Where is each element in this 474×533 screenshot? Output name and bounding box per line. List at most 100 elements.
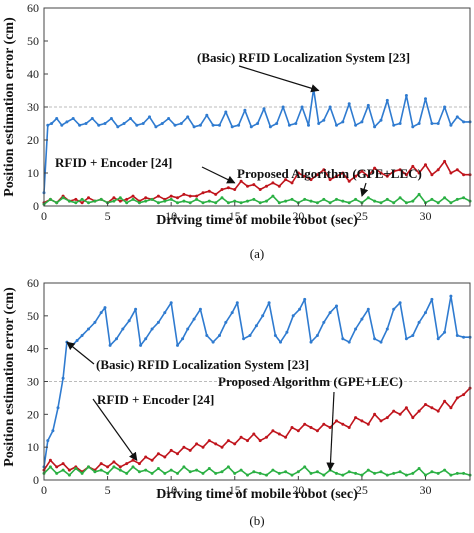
panel-b-series-basic-rfid-point xyxy=(404,337,408,341)
panel-a-series-rfid-encoder-point xyxy=(118,199,122,203)
panel-b-series-proposed-point xyxy=(195,468,199,472)
panel-b-series-rfid-encoder-point xyxy=(417,409,421,413)
panel-a-series-proposed-point xyxy=(258,201,262,205)
panel-a-series-rfid-encoder-point xyxy=(373,166,377,170)
panel-b-series-basic-rfid-point xyxy=(93,320,97,324)
panel-a-series-proposed-point xyxy=(404,201,408,205)
panel-a-series-basic-rfid-point xyxy=(462,120,466,124)
panel-a-series-rfid-encoder-point xyxy=(398,168,402,172)
panel-b-series-rfid-encoder-point xyxy=(67,468,71,472)
panel-a-series-rfid-encoder-point xyxy=(430,173,434,177)
panel-b-annotation-arrow-proposed xyxy=(326,391,335,471)
panel-b-series-proposed-point xyxy=(55,471,59,475)
panel-b-series-basic-rfid-point xyxy=(139,343,143,347)
panel-a-series-proposed-point xyxy=(455,197,459,201)
panel-a-series-rfid-encoder-point xyxy=(449,171,453,175)
panel-b-series-basic-rfid-point xyxy=(61,376,65,380)
panel-b-series-basic-rfid-point xyxy=(127,319,131,323)
panel-a-series-rfid-encoder-point xyxy=(271,181,275,185)
panel-a-series-basic-rfid-point xyxy=(148,115,151,119)
panel-a-series-proposed-point xyxy=(385,197,389,201)
panel-b-x-axis-label: Driving time of mobile robot (sec) xyxy=(156,487,358,502)
panel-b-series-basic-rfid-point xyxy=(328,311,332,315)
panel-b-series-basic-rfid-point xyxy=(424,311,427,315)
panel-a-series-rfid-encoder-point xyxy=(366,174,370,178)
panel-b-series-basic-rfid-point xyxy=(373,337,377,341)
panel-b-series-basic-rfid-point xyxy=(134,307,138,311)
panel-b-series-basic-rfid-point xyxy=(103,306,107,310)
panel-b-series-proposed-point xyxy=(277,471,281,475)
panel-a-series-basic-rfid-point xyxy=(430,122,434,125)
panel-a-marks: 0 10 20 30 40 50 60 0 5 10 15 20 25 30 xyxy=(27,1,472,223)
panel-b-series-basic-rfid-point xyxy=(436,337,440,341)
panel-b-series-basic-rfid-point xyxy=(455,334,459,337)
panel-a-series-proposed-point xyxy=(93,199,97,203)
panel-a-series-rfid-encoder-point xyxy=(188,194,192,198)
panel-b-series-proposed-point xyxy=(455,471,459,475)
panel-a-series-basic-rfid-point xyxy=(237,123,241,127)
panel-b-series-basic-rfid-point xyxy=(347,340,351,344)
panel-b-y-axis-label: Position estimation error (cm) xyxy=(2,287,17,467)
panel-a-series-rfid-encoder-point xyxy=(169,194,173,198)
panel-b-series-rfid-encoder-point xyxy=(239,435,243,439)
panel-b-series-proposed-point xyxy=(424,473,427,477)
panel-a-series-proposed-point xyxy=(373,199,377,203)
panel-b-series-rfid-encoder-point xyxy=(176,452,179,456)
panel-a-series-rfid-encoder-point xyxy=(195,194,199,198)
panel-b-series-rfid-encoder-point xyxy=(354,416,358,420)
panel-b-series-rfid-encoder-point xyxy=(430,406,434,410)
panel-b-series-proposed-point xyxy=(366,468,370,472)
panel-a-series-basic-rfid-point xyxy=(84,122,88,125)
panel-a-series-basic-rfid-point xyxy=(300,105,304,109)
panel-a-y-tick-label: 10 xyxy=(27,166,39,180)
panel-b-series-rfid-encoder-point xyxy=(360,419,364,423)
panel-a-series-rfid-encoder-point xyxy=(125,197,129,201)
panel-b-x-tick-label: 0 xyxy=(41,483,47,497)
panel-b-series-basic-rfid-point xyxy=(254,324,258,328)
panel-a-series-basic-rfid-point xyxy=(262,107,266,111)
panel-a-series-basic-rfid-point xyxy=(373,125,377,129)
panel-b-x-tick-label: 25 xyxy=(356,483,368,497)
panel-b-series-basic-rfid-point xyxy=(291,314,295,318)
panel-a-series-rfid-encoder-point xyxy=(322,168,326,172)
panel-b-marks: 0 10 20 30 40 50 60 0 5 10 15 20 25 30 xyxy=(27,276,472,497)
panel-b-series-proposed-point xyxy=(156,467,160,470)
panel-b-series-basic-rfid-point xyxy=(176,343,179,347)
panel-a-series-proposed-point xyxy=(176,201,179,205)
panel-b-series-rfid-encoder-point xyxy=(258,439,262,443)
panel-b-series-rfid-encoder-point xyxy=(118,465,122,469)
panel-a-series-basic-rfid-point xyxy=(424,97,427,101)
panel-b-series-proposed-point xyxy=(163,471,167,475)
panel-b-y-tick-label: 60 xyxy=(27,276,39,290)
panel-b-series-rfid-encoder-point xyxy=(201,445,205,449)
panel-b-series-basic-rfid-point xyxy=(211,340,215,344)
panel-b-series-rfid-encoder-point xyxy=(392,409,396,413)
panel-b-series-basic-rfid-point xyxy=(279,340,282,344)
panel-a-series-proposed-point xyxy=(48,197,52,201)
panel-a-series-basic-rfid-point xyxy=(179,122,183,125)
panel-b-series-basic-rfid-point xyxy=(192,317,196,321)
panel-a-series-basic-rfid-point xyxy=(404,94,408,97)
panel-a-series-basic-rfid-point xyxy=(141,122,145,125)
panel-b-series-proposed-point xyxy=(176,471,179,475)
panel-a-series-proposed-point xyxy=(284,199,288,203)
panel-a-series-rfid-encoder-point xyxy=(265,184,268,188)
panel-b-series-basic-rfid-point xyxy=(56,406,60,410)
panel-b-series-proposed-point xyxy=(417,467,421,470)
panel-a-series-rfid-encoder-point xyxy=(131,194,135,198)
panel-a-series-proposed-point xyxy=(417,192,421,196)
panel-b-series-rfid-encoder-point xyxy=(99,462,103,466)
panel-a-series-rfid-encoder-point xyxy=(246,184,249,188)
panel-b-series-rfid-encoder-point xyxy=(404,406,408,410)
panel-a-series-proposed-point xyxy=(125,201,129,205)
panel-b-series-basic-rfid-point xyxy=(322,320,326,324)
panel-a-series-rfid-encoder-point xyxy=(315,173,319,177)
panel-b-series-rfid-encoder-point xyxy=(379,419,383,423)
panel-b-series-basic-rfid-point xyxy=(144,337,148,341)
panel-b-series-rfid-encoder-point xyxy=(188,448,192,452)
panel-a-series-rfid-encoder-point xyxy=(201,191,205,195)
panel-a-x-axis-label: Driving time of mobile robot (sec) xyxy=(156,213,358,228)
panel-a-series-rfid-encoder-point xyxy=(443,159,447,163)
panel-a-series-basic-rfid-point xyxy=(116,125,120,129)
panel-b-series-basic-rfid-point xyxy=(267,301,271,305)
